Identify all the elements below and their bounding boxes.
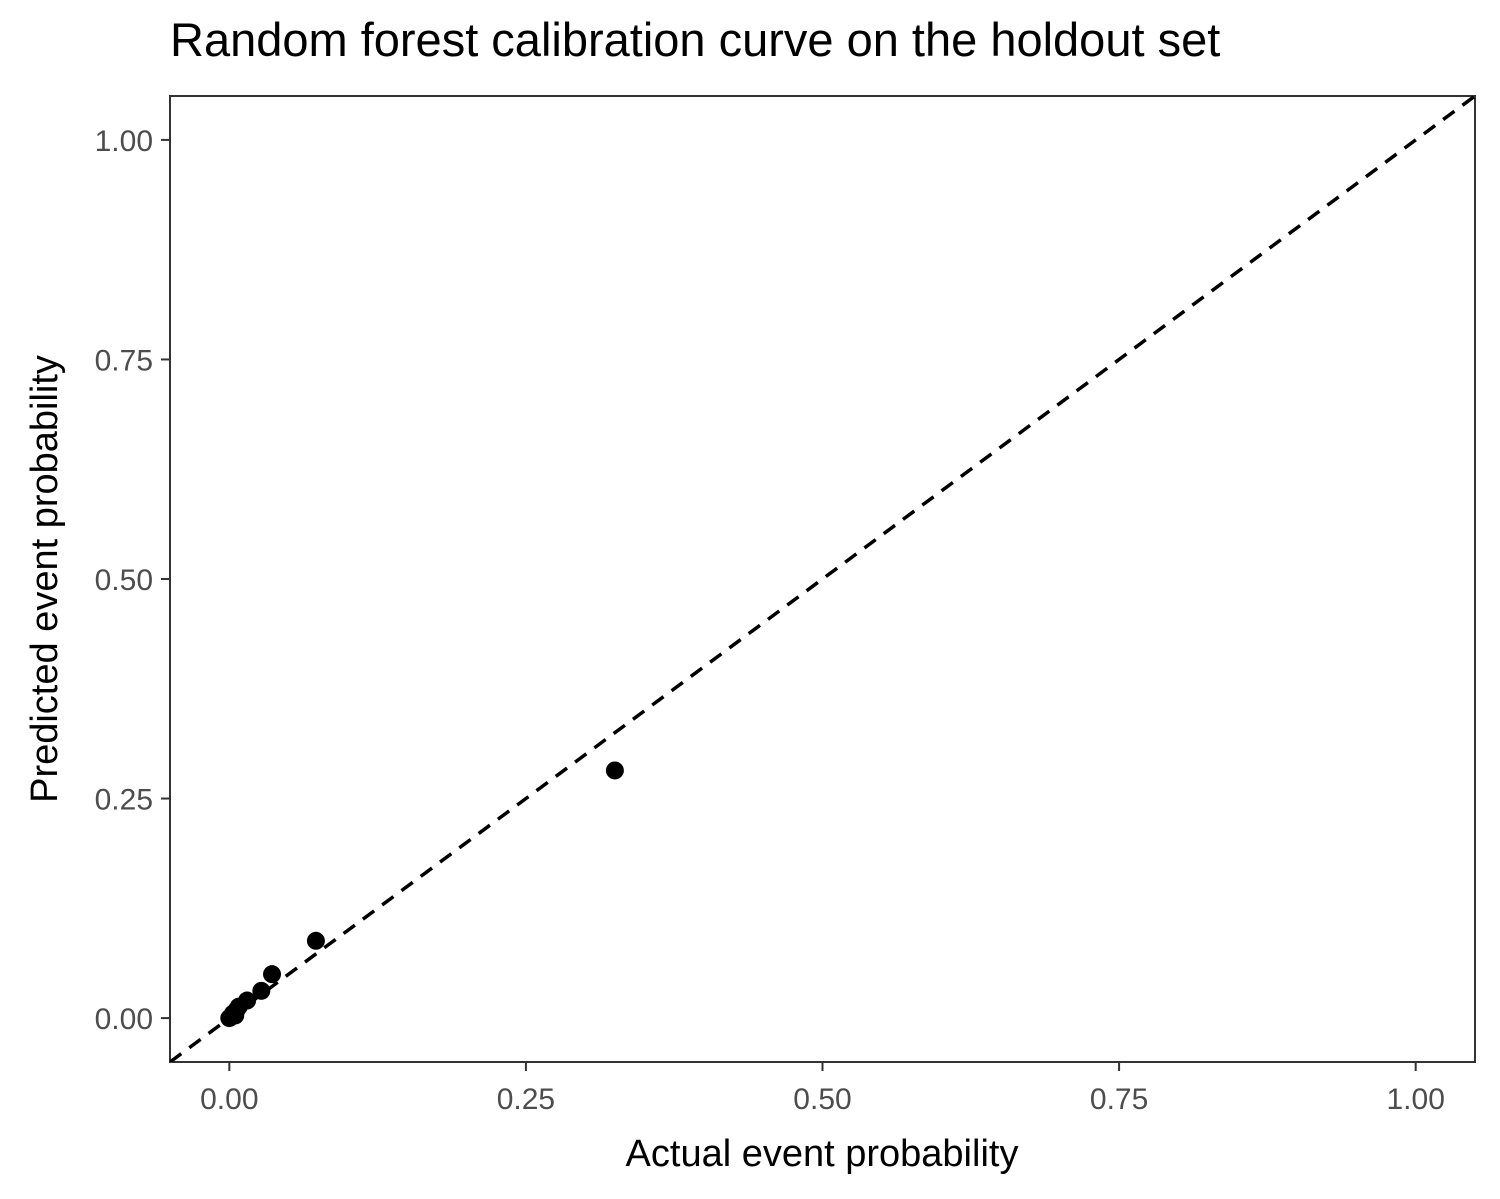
y-tick-label: 0.25	[95, 784, 153, 817]
y-tick-label: 0.50	[95, 564, 153, 597]
y-tick-label: 1.00	[95, 125, 153, 158]
x-tick-label: 0.00	[200, 1083, 258, 1116]
y-tick-label: 0.75	[95, 344, 153, 377]
x-tick-label: 0.75	[1090, 1083, 1148, 1116]
reference-diagonal-line	[170, 96, 1475, 1062]
x-tick-label: 0.50	[793, 1083, 851, 1116]
x-tick-label: 1.00	[1386, 1083, 1444, 1116]
x-tick-label: 0.25	[497, 1083, 555, 1116]
chart-title: Random forest calibration curve on the h…	[170, 13, 1221, 66]
data-point	[306, 931, 325, 950]
data-point	[252, 981, 271, 1000]
data-point	[238, 991, 257, 1010]
y-tick-label: 0.00	[95, 1003, 153, 1036]
x-axis-title: Actual event probability	[626, 1133, 1019, 1175]
y-axis-title: Predicted event probability	[24, 355, 66, 803]
data-point	[263, 965, 282, 984]
data-point	[605, 761, 624, 780]
